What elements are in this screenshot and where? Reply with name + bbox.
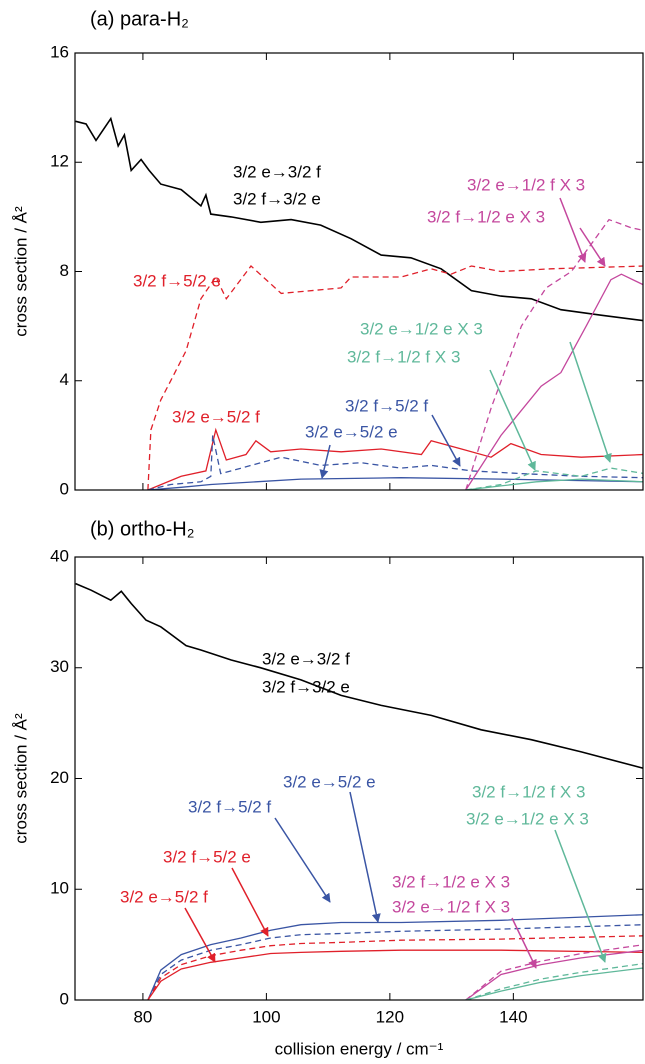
annotation-arrow [231,867,269,937]
series-line [465,944,643,1000]
series-line [147,427,643,490]
x-tick-label: 80 [133,1007,152,1026]
annotation: 3/2 f→5/2 e [133,271,221,290]
plot-frame [74,556,644,1001]
series-line [465,478,643,490]
y-tick-label: 4 [60,370,69,389]
x-tick-label: 100 [252,1007,280,1026]
y-axis-label: cross section / Å² [11,713,30,844]
series-line [465,467,643,490]
annotation-arrow [554,829,607,963]
series-line [465,949,643,1000]
series-line [465,273,643,490]
y-axis-label: cross section / Å² [11,206,30,337]
y-tick-label: 30 [50,657,69,676]
annotation: 3/2 f→1/2 f X 3 [347,347,460,366]
x-tick-label: 120 [376,1007,404,1026]
annotation-arrow [184,907,216,963]
annotation-arrow [319,444,331,479]
annotation: 3/2 e→1/2 f X 3 [467,175,585,194]
y-tick-label: 0 [60,989,69,1008]
annotation: 3/2 f→5/2 f [345,396,428,415]
series-line [147,265,643,490]
series-line [465,967,643,1000]
annotation: 3/2 e→3/2 f [233,162,321,181]
annotation: 3/2 f→3/2 e [262,677,350,696]
series-line [147,924,643,1000]
series-line [147,914,643,1000]
annotation-arrow [349,791,381,923]
y-tick-label: 12 [50,152,69,171]
annotation-arrow [511,917,537,969]
y-tick-label: 0 [60,479,69,498]
series-line [147,435,643,490]
annotation: 3/2 f→1/2 e X 3 [427,207,545,226]
annotation: 3/2 f→3/2 e [233,189,321,208]
annotation: 3/2 e→3/2 f [262,649,350,668]
x-tick-label: 140 [499,1007,527,1026]
annotation: 3/2 e→5/2 e [305,422,398,441]
annotation-arrow [274,817,331,903]
series-line [147,477,643,490]
plot-frame [74,52,644,491]
y-tick-label: 16 [50,42,69,61]
annotation: 3/2 e→5/2 f [172,407,260,426]
annotation: 3/2 f→1/2 e X 3 [392,872,510,891]
series-line [75,116,643,322]
annotation: 3/2 f→1/2 f X 3 [472,782,585,801]
annotation: 3/2 f→5/2 e [163,847,251,866]
series-line [465,218,643,490]
y-tick-label: 40 [50,546,69,565]
panel-title: (a) para-H₂ [90,8,189,30]
panel-title: (b) ortho-H₂ [90,518,194,540]
series-line [147,949,643,1000]
annotation-arrow [569,341,612,463]
y-tick-label: 20 [50,768,69,787]
annotation: 3/2 e→1/2 e X 3 [360,319,483,338]
annotation: 3/2 e→1/2 f X 3 [392,897,510,916]
annotation-arrow [431,414,461,467]
y-tick-label: 10 [50,879,69,898]
annotation: 3/2 e→5/2 f [120,887,208,906]
y-tick-label: 8 [60,261,69,280]
annotation: 3/2 e→5/2 e [283,772,376,791]
annotation-arrow [489,369,536,471]
annotation-arrow [559,197,587,263]
series-line [75,582,643,770]
annotation: 3/2 f→5/2 f [188,797,271,816]
series-line [465,963,643,1000]
x-axis-label: collision energy / cm⁻¹ [275,1039,444,1058]
annotation: 3/2 e→1/2 e X 3 [466,809,589,828]
annotation-arrow [579,227,606,267]
series-line [147,935,643,1000]
